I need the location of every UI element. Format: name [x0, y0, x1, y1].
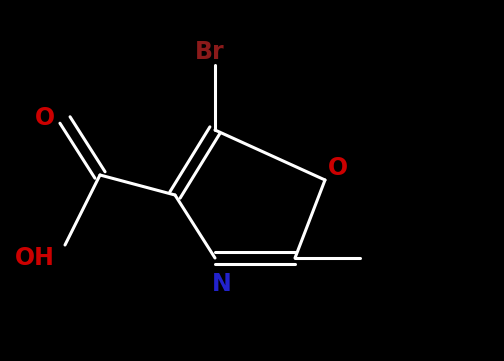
- Text: Br: Br: [195, 40, 225, 64]
- Text: OH: OH: [15, 246, 55, 270]
- Text: O: O: [35, 106, 55, 130]
- Text: O: O: [328, 156, 348, 180]
- Text: N: N: [212, 272, 232, 296]
